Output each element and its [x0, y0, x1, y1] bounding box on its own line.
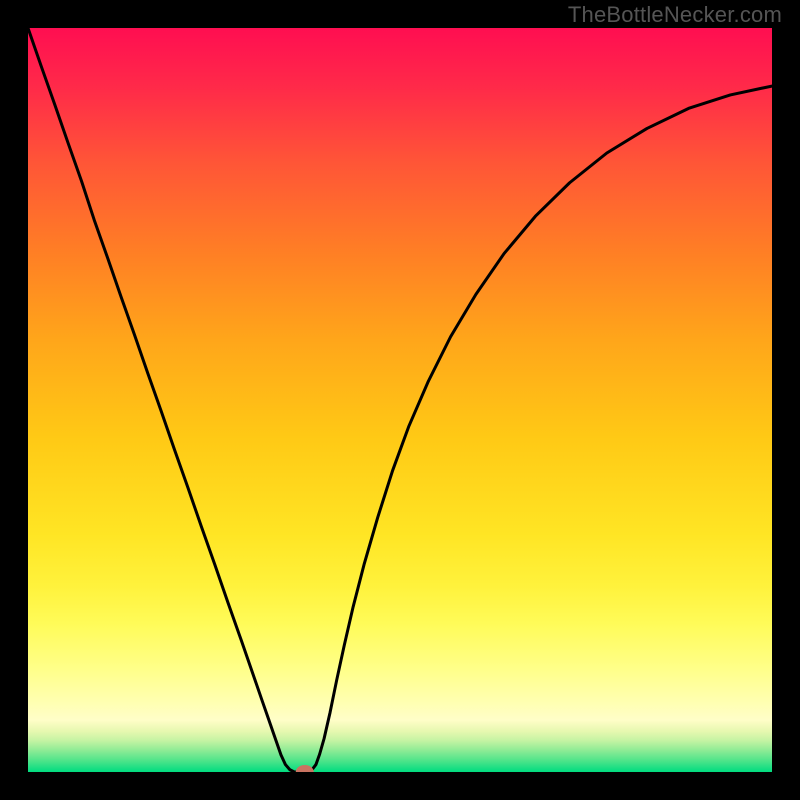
bottleneck-curve-chart	[0, 0, 800, 800]
chart-container: TheBottleNecker.com	[0, 0, 800, 800]
plot-background-gradient	[28, 28, 772, 772]
watermark-text: TheBottleNecker.com	[568, 2, 782, 28]
